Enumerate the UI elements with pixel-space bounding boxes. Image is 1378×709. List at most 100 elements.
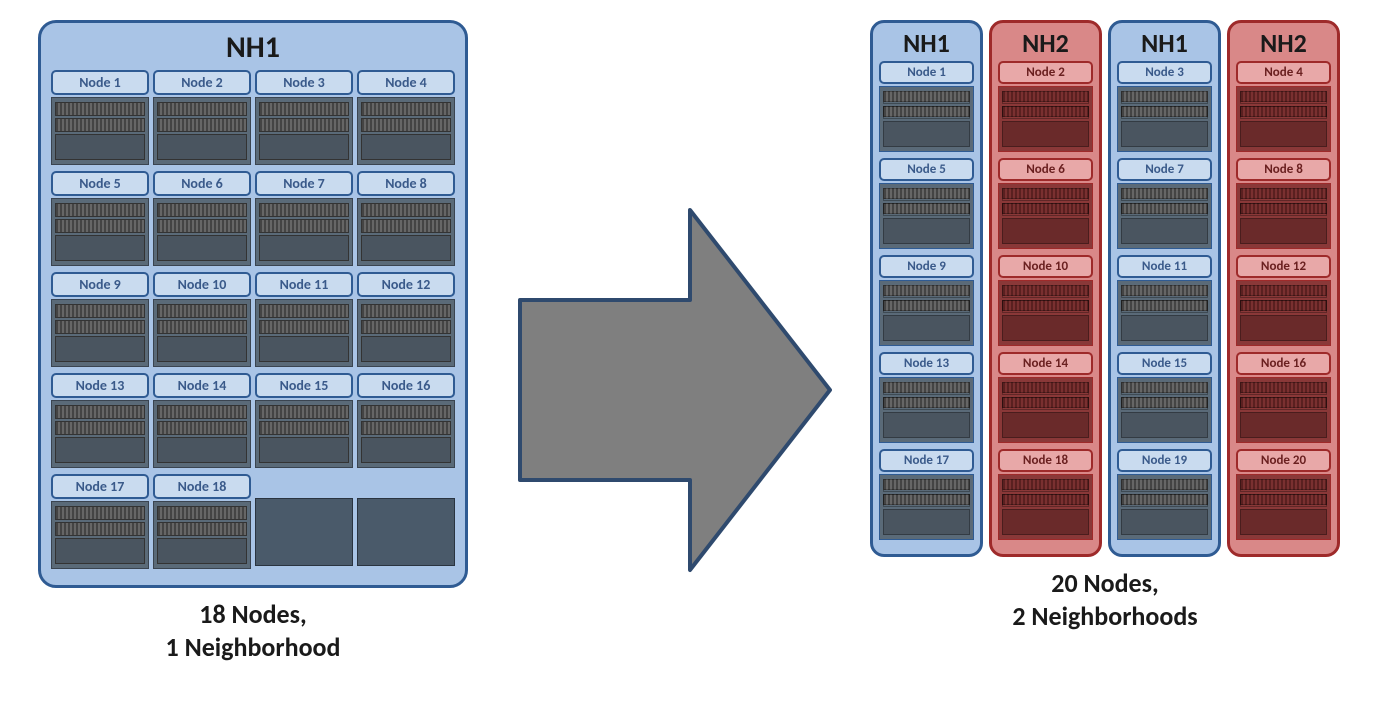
empty-bay-icon	[255, 498, 353, 566]
column-nodes: Node 1Node 5Node 9Node 13Node 17	[877, 59, 976, 544]
node-label: Node 11	[255, 272, 353, 297]
column-nodes: Node 4Node 8Node 12Node 16Node 20	[1234, 59, 1333, 544]
node-label: Node 3	[255, 70, 353, 95]
node-label: Node 15	[255, 373, 353, 398]
node-label: Node 13	[51, 373, 149, 398]
node-label: Node 19	[1117, 449, 1212, 472]
nh2-column: NH2Node 4Node 8Node 12Node 16Node 20	[1227, 20, 1340, 557]
node-label: Node 1	[879, 61, 974, 84]
node-label: Node 6	[153, 171, 251, 196]
diagram-container: NH1 Node 1Node 2Node 3Node 4Node 5Node 6…	[20, 20, 1358, 689]
node-label: Node 20	[1236, 449, 1331, 472]
server-icon	[879, 377, 974, 443]
server-icon	[51, 198, 149, 266]
column-title: NH2	[1234, 27, 1333, 59]
node-label: Node 2	[153, 70, 251, 95]
right-columns: NH1Node 1Node 5Node 9Node 13Node 17NH2No…	[870, 20, 1340, 557]
right-caption-line1: 20 Nodes,	[1051, 567, 1158, 599]
node-cell: Node 18	[151, 472, 253, 573]
column-title: NH1	[877, 27, 976, 59]
node-cell: Node 17	[49, 472, 151, 573]
server-icon	[1117, 377, 1212, 443]
server-icon	[1117, 474, 1212, 540]
node-label: Node 7	[255, 171, 353, 196]
node-cell: Node 16	[355, 371, 457, 472]
right-block: NH1Node 1Node 5Node 9Node 13Node 17NH2No…	[870, 20, 1340, 632]
node-cell: Node 3	[253, 68, 355, 169]
server-icon	[998, 474, 1093, 540]
server-icon	[1236, 86, 1331, 152]
node-label: Node 9	[879, 255, 974, 278]
nh1-column: NH1Node 1Node 5Node 9Node 13Node 17	[870, 20, 983, 557]
server-icon	[998, 183, 1093, 249]
node-label: Node 12	[357, 272, 455, 297]
column-nodes: Node 2Node 6Node 10Node 14Node 18	[996, 59, 1095, 544]
server-icon	[357, 299, 455, 367]
node-cell: Node 2	[151, 68, 253, 169]
node-label: Node 1	[51, 70, 149, 95]
empty-bay-icon	[357, 498, 455, 566]
server-icon	[1117, 280, 1212, 346]
right-caption: 20 Nodes, 2 Neighborhoods	[870, 567, 1340, 632]
server-icon	[1117, 86, 1212, 152]
node-label: Node 16	[357, 373, 455, 398]
node-label: Node 3	[1117, 61, 1212, 84]
server-icon	[51, 97, 149, 165]
node-cell: Node 4	[355, 68, 457, 169]
empty-slot	[355, 472, 457, 573]
node-label: Node 14	[998, 352, 1093, 375]
node-label: Node 2	[998, 61, 1093, 84]
arrow	[510, 200, 840, 580]
node-label: Node 10	[998, 255, 1093, 278]
node-cell: Node 8	[355, 169, 457, 270]
server-icon	[879, 183, 974, 249]
node-cell: Node 5	[49, 169, 151, 270]
server-icon	[1236, 280, 1331, 346]
node-cell: Node 1	[49, 68, 151, 169]
node-cell: Node 7	[253, 169, 355, 270]
left-nodes-grid: Node 1Node 2Node 3Node 4Node 5Node 6Node…	[49, 68, 457, 573]
left-caption-line1: 18 Nodes,	[199, 598, 306, 630]
server-icon	[51, 299, 149, 367]
node-label: Node 7	[1117, 158, 1212, 181]
server-icon	[357, 97, 455, 165]
server-icon	[255, 299, 353, 367]
server-icon	[255, 400, 353, 468]
node-label: Node 13	[879, 352, 974, 375]
node-cell: Node 15	[253, 371, 355, 472]
server-icon	[879, 280, 974, 346]
server-icon	[153, 198, 251, 266]
node-cell: Node 10	[151, 270, 253, 371]
server-icon	[357, 400, 455, 468]
node-cell: Node 12	[355, 270, 457, 371]
nh2-column: NH2Node 2Node 6Node 10Node 14Node 18	[989, 20, 1102, 557]
left-nh-title: NH1	[49, 29, 457, 66]
node-label: Node 17	[879, 449, 974, 472]
server-icon	[153, 97, 251, 165]
server-icon	[1236, 474, 1331, 540]
server-icon	[255, 97, 353, 165]
node-label: Node 15	[1117, 352, 1212, 375]
server-icon	[255, 198, 353, 266]
column-title: NH1	[1115, 27, 1214, 59]
server-icon	[153, 501, 251, 569]
node-cell: Node 14	[151, 371, 253, 472]
node-label: Node 10	[153, 272, 251, 297]
node-cell: Node 11	[253, 270, 355, 371]
server-icon	[1117, 183, 1212, 249]
node-label: Node 8	[357, 171, 455, 196]
left-nh-box: NH1 Node 1Node 2Node 3Node 4 Node 5Node 6…	[38, 20, 468, 588]
node-label: Node 18	[998, 449, 1093, 472]
server-icon	[998, 280, 1093, 346]
left-block: NH1 Node 1Node 2Node 3Node 4 Node 5Node 6…	[38, 20, 468, 663]
node-label: Node 5	[51, 171, 149, 196]
server-icon	[153, 400, 251, 468]
server-icon	[879, 86, 974, 152]
node-label: Node 17	[51, 474, 149, 499]
node-label: Node 8	[1236, 158, 1331, 181]
nh1-column: NH1Node 3Node 7Node 11Node 15Node 19	[1108, 20, 1221, 557]
server-icon	[879, 474, 974, 540]
arrow-icon	[510, 200, 840, 580]
node-label: Node 9	[51, 272, 149, 297]
node-label: Node 16	[1236, 352, 1331, 375]
